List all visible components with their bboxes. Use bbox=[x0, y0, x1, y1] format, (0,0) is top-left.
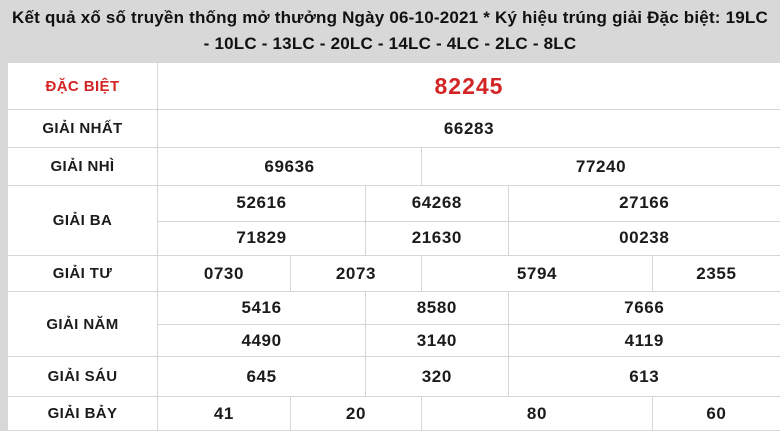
prize-number: 41 bbox=[213, 403, 234, 423]
prize-label-giai-bay: GIẢI BẢY bbox=[8, 397, 158, 430]
prize-values-giai-ba: 52616 64268 27166 71829 21630 00238 bbox=[158, 186, 780, 255]
prize-number: 20 bbox=[289, 397, 421, 430]
prize-value-line: 0730 2073 5794 2355 bbox=[158, 256, 780, 291]
prize-number: 60 bbox=[651, 397, 780, 430]
prize-value-line: 66283 bbox=[158, 110, 780, 147]
prize-number: 69636 bbox=[264, 156, 315, 176]
prize-value-line: 69636 77240 bbox=[158, 148, 780, 185]
prize-number: 8580 bbox=[365, 292, 507, 324]
prize-row-giai-ba: GIẢI BA 52616 64268 27166 71829 21630 00238 bbox=[8, 185, 780, 255]
prize-values-giai-nam: 5416 8580 7666 4490 3140 4119 bbox=[158, 292, 780, 356]
prize-row-giai-nhat: GIẢI NHẤT 66283 bbox=[8, 109, 780, 147]
prize-label-dac-biet: ĐẶC BIỆT bbox=[8, 63, 158, 109]
prize-value-line: 645 320 613 bbox=[158, 357, 780, 396]
prize-value-line: 52616 64268 27166 bbox=[158, 186, 780, 221]
header-title-line2: - 10LC - 13LC - 20LC - 14LC - 4LC - 2LC … bbox=[203, 33, 577, 53]
prize-row-dac-biet: ĐẶC BIỆT 82245 bbox=[8, 63, 780, 109]
prize-label-giai-nam: GIẢI NĂM bbox=[8, 292, 158, 356]
prize-number: 4119 bbox=[507, 325, 780, 356]
prize-number: 320 bbox=[365, 357, 507, 396]
prize-number: 66283 bbox=[443, 118, 495, 138]
prize-number: 2073 bbox=[289, 256, 421, 291]
prize-number: 52616 bbox=[236, 193, 287, 213]
prize-value-line: 82245 bbox=[158, 63, 780, 109]
prize-number: 613 bbox=[507, 357, 780, 396]
prize-values-giai-bay: 41 20 80 60 bbox=[158, 397, 780, 430]
prize-row-giai-tu: GIẢI TƯ 0730 2073 5794 2355 bbox=[8, 255, 780, 291]
prize-number: 82245 bbox=[434, 72, 504, 99]
prize-number: 4490 bbox=[241, 330, 282, 350]
prize-values-giai-tu: 0730 2073 5794 2355 bbox=[158, 256, 780, 291]
prize-value-line: 71829 21630 00238 bbox=[158, 220, 780, 255]
prize-number: 0730 bbox=[203, 263, 245, 283]
prize-value-line: 5416 8580 7666 bbox=[158, 292, 780, 324]
prize-number: 5416 bbox=[241, 298, 282, 317]
prize-number: 71829 bbox=[236, 228, 287, 248]
prize-values-giai-sau: 645 320 613 bbox=[158, 357, 780, 396]
header-title-line1: Kết quả xố số truyền thống mở thưởng Ngà… bbox=[12, 7, 768, 27]
prize-value-line: 4490 3140 4119 bbox=[158, 324, 780, 356]
prize-row-giai-nhi: GIẢI NHÌ 69636 77240 bbox=[8, 147, 780, 185]
prize-label-giai-nhat: GIẢI NHẤT bbox=[8, 110, 158, 147]
prize-value-line: 41 20 80 60 bbox=[158, 397, 780, 430]
prize-label-giai-sau: GIẢI SÁU bbox=[8, 357, 158, 396]
prize-row-giai-nam: GIẢI NĂM 5416 8580 7666 4490 3140 4119 bbox=[8, 291, 780, 356]
lottery-results-table: ĐẶC BIỆT 82245 GIẢI NHẤT 66283 GIẢI NHÌ 69636… bbox=[8, 63, 780, 430]
prize-number: 00238 bbox=[507, 221, 780, 255]
prize-number: 2355 bbox=[651, 256, 780, 291]
prize-number: 64268 bbox=[365, 186, 507, 221]
prize-number: 5794 bbox=[421, 256, 652, 291]
prize-number: 645 bbox=[246, 366, 277, 386]
prize-number: 7666 bbox=[507, 292, 780, 324]
prize-values-giai-nhi: 69636 77240 bbox=[158, 148, 780, 185]
prize-label-giai-nhi: GIẢI NHÌ bbox=[8, 148, 158, 185]
prize-number: 27166 bbox=[507, 186, 780, 221]
prize-values-giai-nhat: 66283 bbox=[158, 110, 780, 147]
prize-number: 77240 bbox=[421, 148, 780, 185]
page-header: Kết quả xố số truyền thống mở thưởng Ngà… bbox=[0, 0, 780, 61]
prize-row-giai-sau: GIẢI SÁU 645 320 613 bbox=[8, 356, 780, 396]
prize-label-giai-ba: GIẢI BA bbox=[8, 186, 158, 255]
prize-number: 80 bbox=[421, 397, 652, 430]
prize-number: 3140 bbox=[365, 325, 507, 356]
prize-label-giai-tu: GIẢI TƯ bbox=[8, 256, 158, 291]
prize-values-dac-biet: 82245 bbox=[158, 63, 780, 109]
prize-row-giai-bay: GIẢI BẢY 41 20 80 60 bbox=[8, 396, 780, 430]
prize-number: 21630 bbox=[365, 221, 507, 255]
